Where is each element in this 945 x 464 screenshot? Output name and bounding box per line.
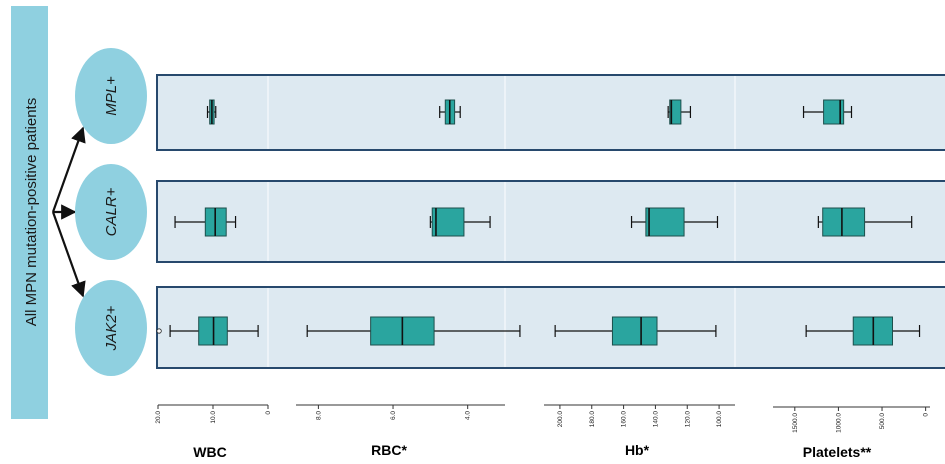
tick-label: 8.0 bbox=[315, 411, 322, 420]
tick-label: 180.0 bbox=[589, 411, 596, 428]
boxplot-hb-mpl bbox=[667, 99, 692, 125]
axis-wbc: 20.0 10.0 0 bbox=[155, 404, 272, 424]
group-label-calr: CALR+ bbox=[103, 187, 120, 236]
boxplot-hb-jak2 bbox=[554, 316, 717, 346]
variable-label-platelets: Platelets** bbox=[803, 444, 872, 460]
iqr-box bbox=[822, 207, 866, 237]
arrow-to-jak2 bbox=[51, 211, 86, 298]
tick-label: 500.0 bbox=[879, 413, 886, 430]
arrows bbox=[51, 126, 86, 298]
tick-label: 10.0 bbox=[210, 411, 217, 424]
group-label-jak2: JAK2+ bbox=[103, 305, 120, 351]
tick-label: 6.0 bbox=[390, 411, 397, 420]
row-panel-calr bbox=[156, 180, 945, 263]
cohort-label-box: All MPN mutation-positive patients bbox=[11, 6, 48, 419]
iqr-box bbox=[823, 99, 845, 125]
tick-label: 20.0 bbox=[155, 411, 162, 424]
boxplot-rbc-mpl bbox=[439, 99, 461, 125]
variable-label-hb: Hb* bbox=[625, 442, 650, 458]
axis-rbc: 8.0 6.0 4.0 bbox=[296, 404, 505, 420]
arrow-to-mpl bbox=[51, 126, 86, 213]
group-ellipse-calr: CALR+ bbox=[75, 164, 147, 260]
boxplot-rbc-jak2 bbox=[306, 316, 521, 346]
tick-label: 200.0 bbox=[557, 411, 564, 428]
tick-label: 0 bbox=[923, 413, 930, 417]
variable-label-wbc: WBC bbox=[193, 444, 226, 460]
axis-hb: 200.0 180.0 160.0 140.0 120.0 100.0 bbox=[544, 404, 735, 428]
boxplot-platelets-mpl bbox=[802, 99, 853, 125]
iqr-box bbox=[611, 316, 658, 346]
axes: 20.0 10.0 0 8.0 6.0 4.0 200.0 180.0 160.0 140.0 12… bbox=[155, 404, 930, 433]
tick-label: 160.0 bbox=[621, 411, 628, 428]
boxplot-hb-calr bbox=[630, 207, 719, 237]
group-label-mpl: MPL+ bbox=[103, 76, 120, 116]
outlier-point bbox=[156, 328, 162, 334]
tick-label: 120.0 bbox=[684, 411, 691, 428]
tick-label: 1000.0 bbox=[835, 413, 842, 433]
tick-label: 4.0 bbox=[465, 411, 472, 420]
cohort-label: All MPN mutation-positive patients bbox=[23, 98, 40, 326]
boxplot-platelets-calr bbox=[817, 207, 913, 237]
boxplot-rbc-calr bbox=[429, 207, 491, 237]
iqr-box bbox=[431, 207, 465, 237]
tick-label: 140.0 bbox=[652, 411, 659, 428]
panel-separators bbox=[267, 76, 736, 367]
boxplots bbox=[156, 99, 921, 346]
boxplot-wbc-jak2 bbox=[156, 316, 259, 346]
axis-platelets: 1500.0 1000.0 500.0 0 bbox=[773, 406, 930, 433]
boxplot-wbc-mpl bbox=[206, 99, 217, 125]
tick-label: 0 bbox=[265, 411, 272, 415]
row-panel-jak2 bbox=[156, 286, 945, 369]
group-ellipse-jak2: JAK2+ bbox=[75, 280, 147, 376]
variable-label-rbc: RBC* bbox=[371, 442, 407, 458]
boxplot-platelets-jak2 bbox=[805, 316, 921, 346]
iqr-box bbox=[645, 207, 685, 237]
tick-label: 100.0 bbox=[716, 411, 723, 428]
iqr-box bbox=[669, 99, 682, 125]
boxplot-wbc-calr bbox=[174, 207, 237, 237]
group-ellipse-mpl: MPL+ bbox=[75, 48, 147, 144]
tick-label: 1500.0 bbox=[792, 413, 799, 433]
